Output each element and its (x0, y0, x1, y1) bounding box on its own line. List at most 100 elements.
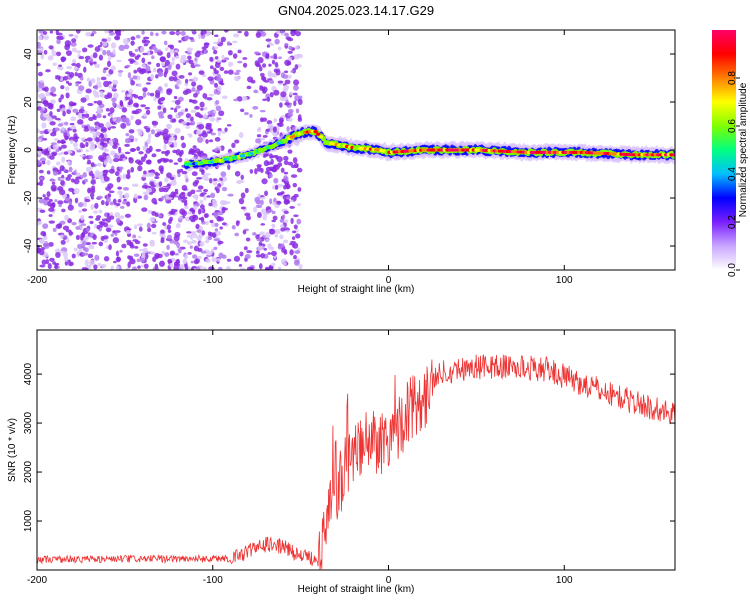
heatmap-cell (293, 259, 300, 266)
heatmap-cell (60, 56, 67, 62)
heatmap-cell (194, 179, 200, 185)
heatmap-cell (103, 222, 109, 228)
heatmap-cell (111, 97, 117, 102)
heatmap-cell (194, 64, 201, 67)
heatmap-cell (185, 113, 192, 119)
heatmap-cell (276, 200, 282, 205)
heatmap-cell (240, 206, 246, 210)
heatmap-cell (75, 176, 82, 180)
heatmap-cell (193, 259, 199, 265)
heatmap-cell (187, 133, 193, 137)
heatmap-cell (158, 181, 163, 187)
heatmap-cell (274, 184, 279, 190)
heatmap-cell (282, 261, 287, 266)
heatmap-cell (175, 86, 180, 90)
y-tick-label: 20 (23, 96, 34, 108)
heatmap-cell (252, 106, 259, 110)
heatmap-cell (150, 129, 155, 135)
heatmap-cell (321, 137, 326, 141)
heatmap-cell (179, 208, 186, 215)
heatmap-cell (257, 193, 261, 198)
heatmap-cell (52, 143, 59, 150)
heatmap-cell (233, 72, 240, 76)
heatmap-cell (43, 243, 50, 249)
heatmap-cell (158, 165, 164, 172)
heatmap-cell (116, 59, 122, 63)
heatmap-cell (137, 160, 144, 166)
heatmap-cell (61, 126, 65, 131)
heatmap-cell (223, 70, 229, 74)
heatmap-cell (60, 177, 65, 181)
heatmap-cell (146, 92, 151, 96)
heatmap-cell (278, 117, 284, 124)
heatmap-cell (213, 46, 219, 49)
heatmap-cell (78, 85, 85, 91)
heatmap-cell (147, 132, 152, 140)
heatmap-cell (52, 261, 57, 265)
heatmap-cell (119, 101, 124, 107)
heatmap-cell (170, 251, 175, 256)
heatmap-cell (155, 128, 162, 132)
heatmap-cell (134, 245, 139, 249)
heatmap-cell (85, 88, 92, 94)
heatmap-cell (209, 117, 216, 122)
heatmap-cell (239, 267, 246, 270)
heatmap-cell (68, 33, 74, 37)
heatmap-cell (208, 202, 213, 207)
heatmap-cell (258, 66, 263, 72)
heatmap-cell (73, 170, 77, 176)
heatmap-cell (280, 191, 285, 195)
heatmap-cell (142, 87, 148, 93)
heatmap-cell (110, 265, 115, 270)
heatmap-cell (209, 231, 214, 237)
heatmap-cell (289, 240, 296, 244)
heatmap-cell (107, 224, 114, 229)
heatmap-cell (67, 259, 71, 263)
heatmap-cell (38, 35, 43, 41)
heatmap-cell (203, 195, 207, 201)
heatmap-cell (213, 89, 218, 95)
heatmap-cell (108, 168, 115, 174)
heatmap-cell (51, 151, 58, 156)
heatmap-cell (121, 107, 128, 113)
heatmap-cell (276, 122, 282, 126)
heatmap-cell (203, 49, 208, 54)
heatmap-cell (174, 31, 182, 35)
heatmap-cell (204, 239, 210, 244)
heatmap-cell (212, 199, 217, 202)
heatmap-cell (152, 67, 157, 73)
heatmap-cell (249, 113, 253, 118)
heatmap-cell (92, 61, 97, 65)
heatmap-cell (292, 182, 297, 188)
heatmap-cell (96, 195, 103, 199)
heatmap-cell (159, 56, 166, 62)
heatmap-cell (129, 61, 134, 64)
heatmap-cell (169, 181, 174, 185)
heatmap-cell (117, 69, 124, 73)
heatmap-cell (137, 165, 143, 172)
heatmap-cell (278, 56, 282, 60)
heatmap-cell (39, 264, 46, 268)
heatmap-cell (89, 220, 94, 225)
heatmap-cell (50, 142, 57, 145)
heatmap-cell (72, 59, 77, 64)
heatmap-cell (214, 222, 219, 228)
heatmap-cell (284, 79, 291, 85)
heatmap-cell (88, 154, 94, 160)
heatmap-cell (93, 115, 97, 120)
heatmap-cell (200, 250, 207, 254)
heatmap-cell (211, 221, 215, 228)
heatmap-cell (162, 187, 169, 193)
heatmap-cell (170, 191, 176, 198)
heatmap-cell (275, 69, 281, 76)
heatmap-cell (249, 169, 254, 174)
heatmap-cell (202, 92, 208, 99)
heatmap-cell (162, 107, 167, 114)
heatmap-cell (109, 107, 115, 114)
heatmap-cell (104, 30, 110, 34)
heatmap-cell (297, 187, 302, 192)
heatmap-cell (80, 236, 84, 241)
heatmap-cell (174, 252, 179, 256)
heatmap-cell (49, 30, 53, 34)
heatmap-cell (79, 76, 84, 81)
